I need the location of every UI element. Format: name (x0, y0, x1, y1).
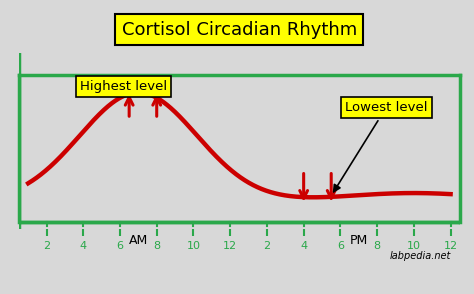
Text: PM: PM (350, 235, 368, 248)
Text: labpedia.net: labpedia.net (390, 251, 451, 261)
Text: AM: AM (129, 235, 148, 248)
Text: Cortisol Circadian Rhythm: Cortisol Circadian Rhythm (122, 21, 357, 39)
Text: Lowest level: Lowest level (334, 101, 428, 192)
Text: Highest level: Highest level (80, 80, 167, 93)
